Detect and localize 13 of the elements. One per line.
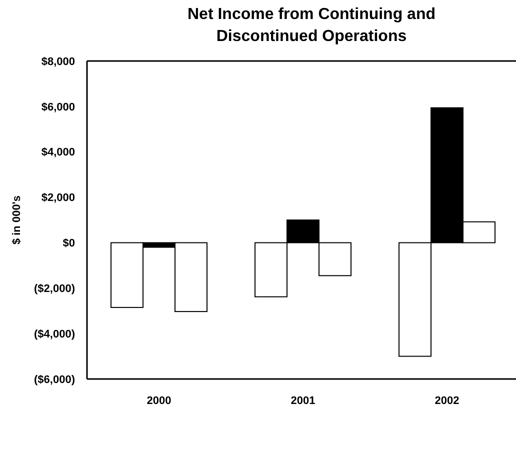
y-tick-label: $0 — [62, 238, 75, 250]
y-axis-title: $ in 000's — [11, 195, 23, 245]
y-tick-label: $6,000 — [41, 101, 75, 114]
y-tick-label: $2,000 — [41, 192, 75, 204]
y-tick-label: $8,000 — [41, 56, 75, 68]
x-tick-label: 2001 — [290, 395, 316, 407]
chart-title: Net Income from Continuing and Discontinued Operations — [188, 6, 436, 45]
y-tick-label: ($4,000) — [34, 328, 76, 340]
y-tick-label: ($2,000) — [34, 282, 76, 295]
x-tick-label: 2002 — [434, 395, 460, 407]
y-tick-label: ($6,000) — [34, 374, 76, 386]
y-tick-label: $4,000 — [41, 146, 75, 159]
x-tick-label: 2000 — [146, 395, 172, 407]
